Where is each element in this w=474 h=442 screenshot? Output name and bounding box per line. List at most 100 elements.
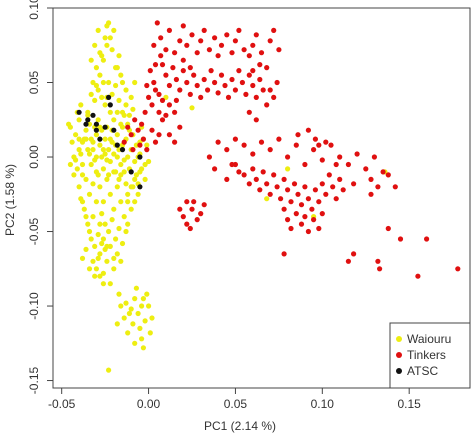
point-waiouru-158 — [149, 315, 155, 321]
point-tinkers-126 — [319, 211, 325, 217]
point-waiouru-44 — [86, 191, 93, 197]
point-waiouru-137 — [142, 161, 148, 168]
point-waiouru-94 — [113, 82, 119, 89]
point-atsc-15 — [93, 127, 99, 133]
point-waiouru-87 — [118, 72, 124, 78]
point-tinkers-61 — [149, 102, 155, 108]
point-waiouru-172 — [147, 330, 153, 336]
point-waiouru-2 — [76, 117, 82, 123]
point-waiouru-16 — [99, 154, 105, 160]
point-tinkers-133 — [194, 217, 200, 223]
point-tinkers-115 — [326, 172, 332, 178]
x-tick-label: 0.15 — [398, 397, 422, 411]
point-tinkers-180 — [246, 109, 252, 115]
point-waiouru-188 — [100, 281, 106, 287]
point-waiouru-53 — [118, 199, 124, 205]
point-waiouru-205 — [90, 139, 96, 145]
point-tinkers-48 — [222, 82, 228, 89]
point-tinkers-113 — [319, 181, 325, 187]
point-tinkers-121 — [298, 221, 305, 227]
point-waiouru-110 — [67, 161, 73, 168]
point-waiouru-192 — [132, 199, 138, 205]
point-waiouru-115 — [86, 228, 93, 235]
point-tinkers-29 — [276, 47, 282, 53]
point-tinkers-162 — [345, 258, 351, 264]
point-tinkers-146 — [354, 151, 360, 157]
point-waiouru-42 — [74, 166, 80, 172]
point-tinkers-151 — [380, 169, 386, 175]
point-tinkers-85 — [258, 139, 265, 145]
x-tick-label: 0.10 — [311, 397, 335, 411]
point-waiouru-220 — [189, 105, 195, 111]
point-waiouru-25 — [114, 132, 120, 138]
point-tinkers-159 — [316, 142, 322, 148]
point-tinkers-122 — [302, 214, 308, 220]
point-waiouru-169 — [114, 321, 120, 327]
point-waiouru-106 — [66, 121, 72, 127]
point-tinkers-177 — [224, 176, 230, 182]
point-waiouru-109 — [78, 102, 84, 108]
point-waiouru-218 — [92, 42, 98, 48]
point-tinkers-3 — [163, 47, 169, 53]
point-waiouru-118 — [97, 221, 103, 227]
point-tinkers-152 — [375, 184, 381, 190]
point-tinkers-117 — [333, 196, 339, 202]
y-tick-label: 0.10 — [27, 0, 41, 20]
point-tinkers-53 — [239, 79, 245, 86]
point-tinkers-164 — [397, 236, 404, 242]
point-tinkers-144 — [337, 154, 343, 160]
point-waiouru-29 — [121, 157, 127, 163]
point-waiouru-149 — [93, 82, 99, 89]
point-waiouru-57 — [132, 176, 138, 182]
point-tinkers-118 — [337, 176, 343, 182]
point-atsc-7 — [114, 142, 120, 148]
point-tinkers-111 — [312, 187, 318, 193]
point-waiouru-198 — [114, 154, 120, 160]
point-tinkers-17 — [224, 32, 230, 38]
point-tinkers-184 — [274, 79, 280, 86]
point-tinkers-51 — [232, 87, 238, 93]
point-waiouru-67 — [123, 228, 129, 235]
point-tinkers-150 — [371, 154, 377, 160]
point-tinkers-38 — [187, 91, 193, 97]
x-axis: -0.05 0.00 0.05 0.10 0.15 — [48, 388, 421, 411]
point-waiouru-97 — [123, 102, 129, 108]
point-tinkers-165 — [424, 236, 430, 242]
point-tinkers-93 — [250, 166, 256, 172]
point-waiouru-148 — [97, 72, 103, 78]
point-tinkers-65 — [163, 112, 169, 118]
point-tinkers-195 — [147, 68, 153, 74]
point-tinkers-89 — [293, 142, 299, 148]
point-waiouru-189 — [104, 243, 110, 249]
x-tick-label: -0.05 — [48, 397, 76, 411]
point-tinkers-185 — [264, 102, 270, 108]
point-waiouru-168 — [121, 315, 127, 321]
point-waiouru-11 — [90, 147, 96, 153]
point-tinkers-26 — [264, 65, 270, 71]
point-tinkers-116 — [330, 184, 336, 190]
point-atsc-11 — [119, 147, 126, 153]
point-tinkers-56 — [250, 82, 256, 89]
point-waiouru-4 — [83, 127, 89, 133]
point-waiouru-210 — [113, 65, 119, 71]
point-tinkers-73 — [140, 136, 146, 142]
point-waiouru-103 — [88, 91, 94, 97]
point-tinkers-140 — [302, 161, 308, 168]
point-waiouru-49 — [104, 176, 110, 182]
point-tinkers-120 — [293, 211, 299, 217]
point-waiouru-23 — [111, 151, 117, 157]
point-tinkers-79 — [130, 147, 136, 153]
point-atsc-13 — [137, 184, 143, 190]
point-tinkers-43 — [205, 87, 211, 93]
point-waiouru-66 — [119, 240, 126, 247]
point-waiouru-84 — [107, 35, 113, 41]
point-waiouru-68 — [95, 231, 101, 238]
point-waiouru-112 — [76, 184, 82, 190]
point-tinkers-191 — [166, 102, 172, 108]
point-tinkers-66 — [142, 109, 148, 115]
point-tinkers-134 — [198, 211, 204, 217]
point-tinkers-132 — [189, 206, 195, 212]
point-tinkers-74 — [144, 147, 150, 153]
point-tinkers-86 — [267, 147, 273, 153]
point-tinkers-96 — [260, 169, 266, 175]
